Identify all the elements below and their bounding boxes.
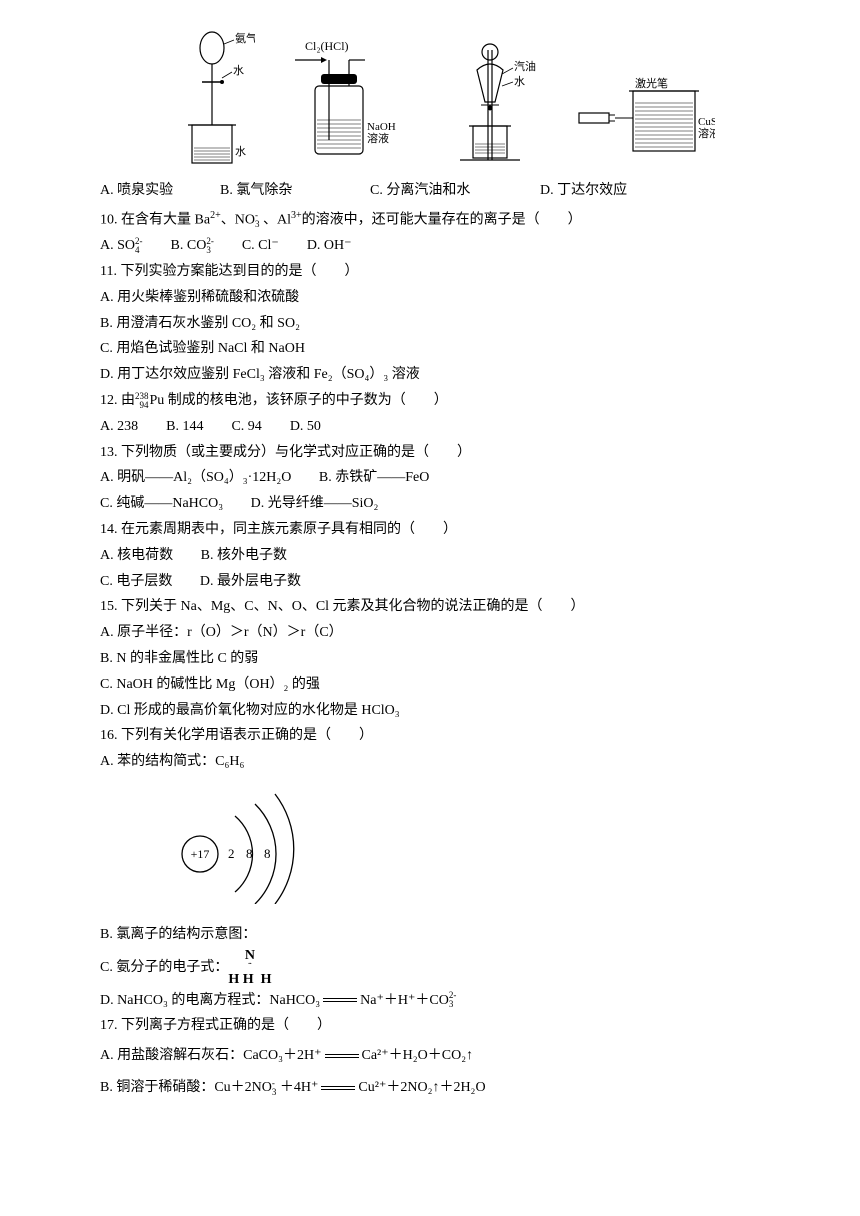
q11-stem: 11. 下列实验方案能达到目的的是（ ） <box>100 260 760 284</box>
q13-opt-b: B. 赤铁矿——FeO <box>319 470 429 485</box>
q12-opt-d: D. 50 <box>290 415 321 439</box>
svg-text:激光笔: 激光笔 <box>635 76 668 90</box>
q13-row2: C. 纯碱——NaHCO₃ D. 光导纤维——SiO₂ <box>100 492 760 516</box>
q10-options: A. SO2-4 B. CO2-3 C. Cl⁻ D. OH⁻ <box>100 234 760 258</box>
q13-opt-d: D. 光导纤维——SiO₂ <box>251 496 379 511</box>
q11-opt-d: D. 用丁达尔效应鉴别 FeCl₃ 溶液和 Fe₂（SO₄）₃ 溶液 <box>100 363 760 387</box>
q17-opt-b: B. 铜溶于稀硝酸：Cu＋2NO-3 ＋4H⁺Cu²⁺＋2NO₂↑＋2H₂O <box>100 1076 760 1100</box>
q9-options: A. 喷泉实验 B. 氯气除杂 C. 分离汽油和水 D. 丁达尔效应 <box>100 179 760 203</box>
svg-text:溶液: 溶液 <box>367 131 389 145</box>
svg-text:汽油: 汽油 <box>514 59 536 73</box>
q14-opt-a: A. 核电荷数 <box>100 548 173 563</box>
q15-opt-a: A. 原子半径：r（O）＞r（N）＞r（C） <box>100 621 760 645</box>
q10-opt-c: C. Cl⁻ <box>242 234 279 258</box>
svg-text:CuSO₄: CuSO₄ <box>698 116 715 128</box>
q16-opt-b: B. 氯离子的结构示意图： <box>100 923 760 947</box>
q12-stem: 12. 由23894Pu 制成的核电池，该钚原子的中子数为（ ） <box>100 389 760 413</box>
q9-opt-a: A. 喷泉实验 <box>100 179 200 203</box>
svg-text:NaOH: NaOH <box>367 121 396 133</box>
diagram-d: 激光笔 CuSO₄ 溶液 <box>575 75 715 175</box>
diagram-b: Cl₂(HCl) NaOH 溶液 <box>285 30 415 175</box>
q13-opt-c: C. 纯碱——NaHCO₃ <box>100 496 223 511</box>
q11-opt-a: A. 用火柴棒鉴别稀硫酸和浓硫酸 <box>100 286 760 310</box>
atom-structure-diagram: +17 2 8 8 <box>160 784 760 913</box>
svg-text:8: 8 <box>246 846 253 861</box>
q11-opt-c: C. 用焰色试验鉴别 NaCl 和 NaOH <box>100 337 760 361</box>
q16-opt-d: D. NaHCO₃ 的电离方程式：NaHCO₃Na⁺＋H⁺＋CO2-3 <box>100 989 760 1013</box>
q14-row1: A. 核电荷数 B. 核外电子数 <box>100 544 760 568</box>
q13-opt-a: A. 明矾——Al₂（SO₄）₃·12H₂O <box>100 470 291 485</box>
equals-icon <box>325 1054 359 1058</box>
svg-text:2: 2 <box>228 846 235 861</box>
q16-stem: 16. 下列有关化学用语表示正确的是（ ） <box>100 724 760 748</box>
q9-opt-c: C. 分离汽油和水 <box>370 179 520 203</box>
q14-opt-b: B. 核外电子数 <box>201 548 287 563</box>
q10-stem: 10. 在含有大量 Ba2+、NO-3 、Al3+的溶液中，还可能大量存在的离子… <box>100 207 760 232</box>
q12-opt-a: A. 238 <box>100 415 138 439</box>
q12-opt-b: B. 144 <box>166 415 203 439</box>
q10-opt-b: B. CO2-3 <box>171 234 214 258</box>
q16-opt-c: C. 氨分子的电子式：N¨H H H <box>100 949 760 987</box>
svg-text:氨气: 氨气 <box>235 31 255 45</box>
apparatus-diagrams: 氨气 水 水 Cl₂(HCl) NaOH 溶液 <box>170 30 760 175</box>
q10-opt-d: D. OH⁻ <box>307 234 352 258</box>
q12-options: A. 238 B. 144 C. 94 D. 50 <box>100 415 760 439</box>
q13-stem: 13. 下列物质（或主要成分）与化学式对应正确的是（ ） <box>100 441 760 465</box>
q15-opt-c: C. NaOH 的碱性比 Mg（OH）₂ 的强 <box>100 673 760 697</box>
svg-text:8: 8 <box>264 846 271 861</box>
q15-opt-d: D. Cl 形成的最高价氧化物对应的水化物是 HClO₃ <box>100 699 760 723</box>
diagram-c: 汽油 水 <box>445 30 545 175</box>
q14-stem: 14. 在元素周期表中，同主族元素原子具有相同的（ ） <box>100 518 760 542</box>
svg-text:水: 水 <box>233 64 244 77</box>
svg-text:+17: +17 <box>191 847 210 861</box>
q14-opt-c: C. 电子层数 <box>100 574 172 589</box>
q15-stem: 15. 下列关于 Na、Mg、C、N、O、Cl 元素及其化合物的说法正确的是（ … <box>100 595 760 619</box>
equals-icon <box>321 1086 355 1090</box>
svg-text:溶液: 溶液 <box>698 126 715 140</box>
q12-opt-c: C. 94 <box>231 415 261 439</box>
q15-opt-b: B. N 的非金属性比 C 的弱 <box>100 647 760 671</box>
diagram-a: 氨气 水 水 <box>170 30 255 175</box>
q10-opt-a: A. SO2-4 <box>100 234 143 258</box>
q9-opt-b: B. 氯气除杂 <box>220 179 350 203</box>
q9-opt-d: D. 丁达尔效应 <box>540 179 670 203</box>
q17-stem: 17. 下列离子方程式正确的是（ ） <box>100 1014 760 1038</box>
q16-opt-a: A. 苯的结构简式：C₆H₆ <box>100 750 760 774</box>
svg-text:Cl₂(HCl): Cl₂(HCl) <box>305 39 349 53</box>
electron-formula: N¨H H H <box>228 949 271 987</box>
svg-text:水: 水 <box>235 145 246 158</box>
q14-row2: C. 电子层数 D. 最外层电子数 <box>100 570 760 594</box>
equals-icon <box>323 998 357 1002</box>
q17-opt-a: A. 用盐酸溶解石灰石：CaCO₃＋2H⁺Ca²⁺＋H₂O＋CO₂↑ <box>100 1044 760 1068</box>
svg-text:水: 水 <box>514 75 525 88</box>
q13-row1: A. 明矾——Al₂（SO₄）₃·12H₂O B. 赤铁矿——FeO <box>100 466 760 490</box>
q14-opt-d: D. 最外层电子数 <box>200 574 301 589</box>
q11-opt-b: B. 用澄清石灰水鉴别 CO₂ 和 SO₂ <box>100 312 760 336</box>
